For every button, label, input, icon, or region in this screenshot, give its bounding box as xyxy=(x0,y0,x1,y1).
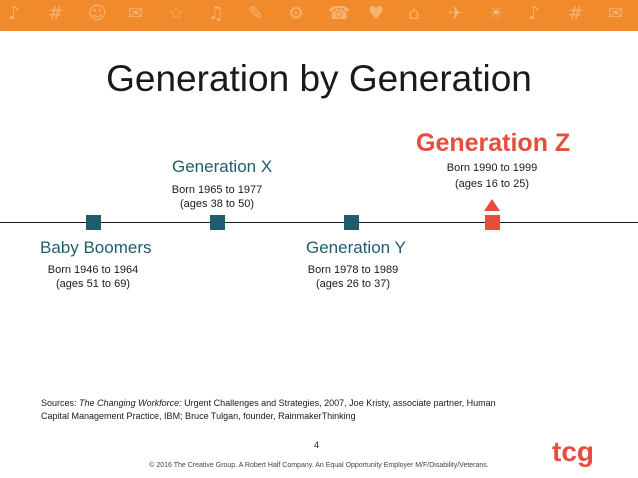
sources-book-title: The Changing Workforce: xyxy=(79,398,182,408)
banner-pattern-icon: ♫ xyxy=(208,3,225,24)
baby-boomers-ages: (ages 51 to 69) xyxy=(56,278,130,290)
banner-pattern-icon: ☀ xyxy=(488,3,505,24)
banner-pattern-icon: # xyxy=(48,3,64,24)
sources-note: Sources: The Changing Workforce: Urgent … xyxy=(41,397,511,423)
baby-boomers-born: Born 1946 to 1964 xyxy=(47,264,139,276)
banner-pattern-icon: ✎ xyxy=(248,3,264,24)
banner-pattern-icon: ⌂ xyxy=(408,3,420,24)
gen-x-name: Generation X xyxy=(172,157,273,176)
banner-pattern-icon: ♪ xyxy=(528,3,540,24)
sources-prefix: Sources: xyxy=(41,398,80,408)
gen-y-born: Born 1978 to 1989 xyxy=(307,264,399,276)
timeline-line xyxy=(0,222,638,223)
gen-z-arrow-icon xyxy=(484,199,500,211)
banner-pattern-icon: ☆ xyxy=(168,3,185,24)
footer-text: © 2016 The Creative Group. A Robert Half… xyxy=(149,462,489,469)
banner-pattern-icon: ♪ xyxy=(8,3,20,24)
slide-title: Generation by Generation xyxy=(106,58,532,99)
banner-pattern-icon: ☎ xyxy=(328,3,351,24)
banner-pattern-icon: ✉ xyxy=(128,3,144,24)
banner-pattern-icon: ✈ xyxy=(448,3,464,24)
banner-pattern-icon: ☺ xyxy=(88,3,107,24)
tcg-logo: tcg xyxy=(552,436,594,467)
banner-pattern-icon: ⚙ xyxy=(288,3,305,24)
decorative-banner: ♪ # ☺ ✉ ☆ ♫ ✎ ⚙ ☎ ♥ ⌂ ✈ ☀ ♪ # ✉ xyxy=(0,0,638,31)
gen-x-ages: (ages 38 to 50) xyxy=(180,198,254,210)
gen-z-name: Generation Z xyxy=(416,129,571,157)
gen-y-name: Generation Y xyxy=(306,238,406,257)
page-number: 4 xyxy=(314,440,320,450)
baby-boomers-marker xyxy=(86,215,101,230)
sources-rest: Urgent Challenges and Strategies, 2007, … xyxy=(41,398,496,421)
gen-z-marker xyxy=(485,215,500,230)
gen-x-born: Born 1965 to 1977 xyxy=(171,184,263,196)
gen-x-marker xyxy=(210,215,225,230)
baby-boomers-name: Baby Boomers xyxy=(40,238,152,257)
banner-pattern-icon: ✉ xyxy=(608,3,624,24)
gen-y-ages: (ages 26 to 37) xyxy=(316,278,390,290)
banner-pattern-icon: ♥ xyxy=(368,3,385,24)
gen-z-born: Born 1990 to 1999 xyxy=(446,162,538,174)
banner-pattern-icon: # xyxy=(568,3,584,24)
logo-text: tcg xyxy=(552,436,594,467)
gen-y-marker xyxy=(344,215,359,230)
gen-z-ages: (ages 16 to 25) xyxy=(455,178,529,190)
